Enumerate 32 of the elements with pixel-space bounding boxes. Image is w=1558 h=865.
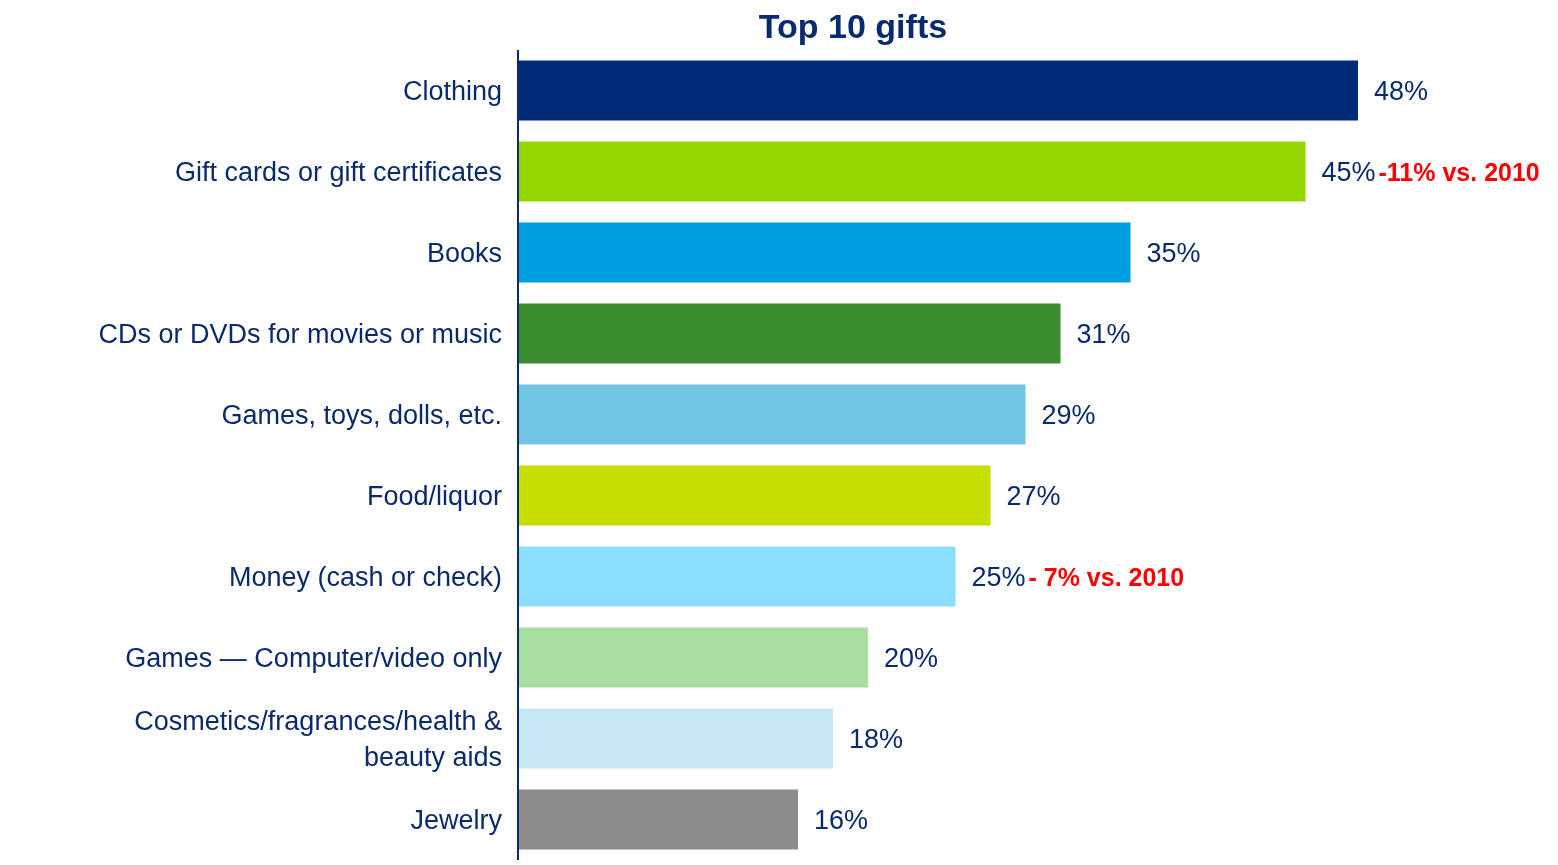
y-tick-label: Food/liquor <box>366 480 502 511</box>
data-label: 25% <box>971 561 1026 592</box>
bar <box>518 465 991 526</box>
data-label: 27% <box>1006 480 1061 511</box>
data-label: 48% <box>1374 75 1429 106</box>
y-tick-label: Games, toys, dolls, etc. <box>221 399 502 430</box>
y-tick-label: Cosmetics/fragrances/health & beauty aids <box>134 705 502 772</box>
bar <box>518 546 956 607</box>
bar <box>518 141 1306 202</box>
chart-title: Top 10 gifts <box>757 7 949 47</box>
bar <box>518 303 1061 364</box>
data-label: 35% <box>1146 237 1201 268</box>
data-label: 20% <box>884 642 939 673</box>
annotation: - 7% vs. 2010 <box>1028 562 1185 591</box>
data-label: 45% <box>1321 156 1376 187</box>
data-label: 18% <box>849 723 904 754</box>
data-label: 16% <box>814 804 869 835</box>
y-tick-label: Clothing <box>402 75 502 106</box>
data-label: 29% <box>1041 399 1096 430</box>
data-label: 31% <box>1076 318 1131 349</box>
bar <box>518 627 868 688</box>
bar <box>518 708 833 769</box>
y-tick-label: Books <box>426 237 502 268</box>
bar <box>518 789 798 850</box>
y-tick-label: Games — Computer/video only <box>125 642 503 673</box>
y-tick-label: Jewelry <box>410 804 503 835</box>
y-tick-label: Gift cards or gift certificates <box>174 156 502 187</box>
annotation: -11% vs. 2010 <box>1378 157 1540 186</box>
y-tick-label: Money (cash or check) <box>228 561 502 592</box>
bar <box>518 222 1131 283</box>
y-tick-label: CDs or DVDs for movies or music <box>98 318 502 349</box>
bar <box>518 384 1026 445</box>
